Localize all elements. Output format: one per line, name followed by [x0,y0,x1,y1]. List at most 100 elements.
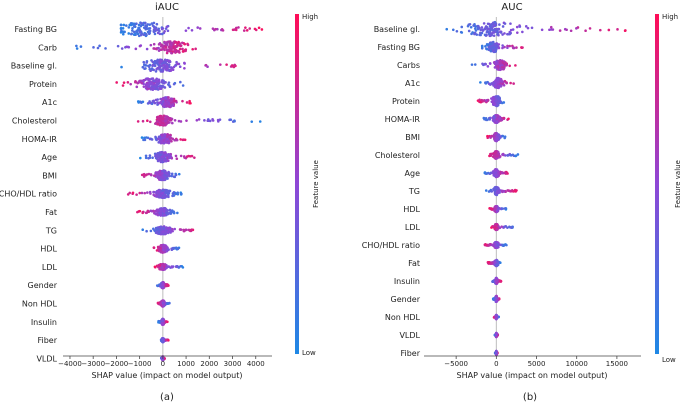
panel-auc-shap-point [451,28,455,32]
panel-iauc-shap-point [208,119,212,123]
panel-iauc-shap-point [225,63,228,66]
panel-iauc-shap-point [150,102,154,106]
panel-iauc-shap-point [164,117,168,121]
panel-iauc-shap-point [158,284,162,288]
panel-auc-shap-point [499,261,502,265]
panel-iauc-shap-point [136,100,140,103]
panel-auc-shap-point [496,262,500,265]
panel-auc-shap-point [495,77,499,80]
panel-auc-shap-point [493,151,497,155]
panel-iauc-shap-point [144,211,148,215]
panel-auc-shap-point [490,189,493,193]
panel-iauc-shap-point [160,102,164,106]
panel-iauc-shap-point [162,63,165,67]
panel-iauc-shap-point [121,32,125,36]
panel-auc-feature-row [483,168,509,179]
panel-auc-shap-point [515,25,519,29]
panel-iauc-shap-point [164,338,168,342]
panel-iauc-shap-point [158,61,162,65]
panel-iauc-shap-point [144,156,148,160]
panel-iauc-shap-point [159,212,163,215]
panel-iauc-shap-point [149,43,153,47]
panel-iauc-shap-point [158,208,162,212]
panel-iauc-shap-point [140,22,144,25]
panel-iauc-shap-point [164,208,168,211]
panel-auc-shap-point [495,278,498,282]
panel-iauc-feature-label: CHO/HDL ratio [0,190,57,199]
panel-auc-shap-point [506,32,509,36]
panel-iauc-shap-point [174,246,178,250]
panel-iauc-shap-point [153,174,157,177]
panel-iauc-shap-point [167,152,170,156]
panel-iauc-shap-point [139,24,143,28]
panel-auc-feature-row [470,58,517,72]
panel-iauc-shap-point [141,228,145,232]
panel-iauc-shap-point [159,85,163,88]
panel-iauc-shap-point [171,265,174,269]
panel-iauc-shap-point [257,26,261,30]
panel-auc-shap-point [503,22,507,25]
panel-iauc-shap-point [119,23,123,27]
panel-auc-shap-point [487,260,491,264]
panel-iauc-shap-point [165,101,168,105]
panel-iauc-shap-point [151,99,155,103]
panel-iauc-shap-point [179,154,183,158]
panel-iauc-shap-point [211,117,214,121]
panel-iauc-shap-point [155,22,159,26]
panel-auc-shap-point [512,82,515,85]
panel-iauc-shap-point [151,63,155,67]
panel-iauc-shap-point [171,229,174,233]
panel-iauc-shap-point [153,101,157,105]
panel-iauc-shap-point [180,264,184,268]
panel-iauc-shap-point [104,47,107,50]
panel-iauc-feature-row [159,336,170,344]
panel-auc-shap-point [487,243,491,247]
panel-auc-shap-point [503,65,506,68]
panel-iauc-shap-point [181,41,184,45]
panel-iauc-feature-label: Non HDL [22,300,58,309]
panel-iauc-shap-point [151,156,154,160]
panel-iauc-shap-point [115,81,118,84]
panel-iauc-shap-point [179,138,182,141]
panel-iauc-feature-label: Carb [38,43,57,52]
panel-iauc-shap-point [166,138,169,141]
panel-iauc-shap-point [165,266,168,270]
panel-iauc-shap-point [146,191,149,194]
panel-iauc-shap-point [162,248,165,252]
panel-auc-shap-point [493,132,497,135]
panel-auc-shap-point [470,63,474,66]
panel-iauc-shap-point [142,173,145,176]
panel-iauc-shap-point [190,154,194,158]
panel-iauc-tick-label: 0 [161,360,165,368]
panel-iauc-feature-row [141,225,195,236]
panel-iauc-shap-point [131,191,135,195]
panel-iauc-shap-point [164,97,168,100]
panel-iauc-shap-point [155,120,159,123]
panel-iauc-shap-point [171,121,174,125]
panel-iauc-feature-row [136,206,179,217]
panel-iauc-shap-point [163,175,167,179]
panel-iauc-shap-point [146,119,149,122]
panel-iauc-shap-point [156,122,160,126]
panel-iauc-shap-point [153,85,156,89]
panel-auc-shap-point [479,33,482,37]
panel-auc-shap-point [514,154,517,158]
panel-iauc-dots [75,21,264,362]
panel-auc-shap-point [498,207,502,210]
panel-iauc-shap-point [122,81,126,84]
panel-iauc-shap-point [173,99,177,103]
panel-iauc-shap-point [140,81,144,85]
panel-iauc-shap-point [160,322,164,325]
panel-auc-shap-point [488,34,492,38]
panel-auc-shap-point [480,44,484,48]
panel-iauc-shap-point [218,63,222,66]
panel-auc-shap-point [469,25,473,29]
panel-iauc-shap-point [168,118,171,122]
panel-auc-shap-point [521,30,524,34]
panel-iauc-shap-point [158,114,162,118]
panel-iauc-shap-point [157,137,161,141]
panel-auc-shap-point [516,31,519,34]
panel-iauc-shap-point [182,138,186,141]
panel-iauc-shap-point [233,63,237,67]
panel-auc-shap-point [530,26,534,30]
